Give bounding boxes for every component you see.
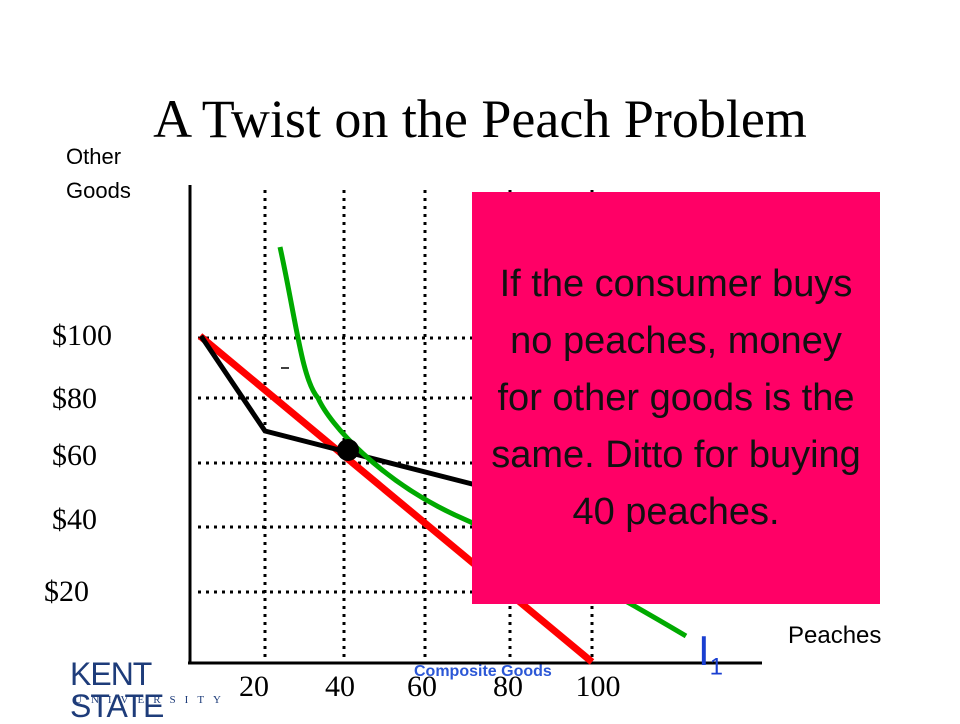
tangency-point [337,439,359,461]
x-tick-60: 60 [407,670,437,703]
x-axis-label: Peaches [788,622,882,649]
y-tick-100: $100 [52,319,112,352]
logo-wordmark: KENT STATE [70,656,164,724]
footer-text: Composite Goods [414,663,552,680]
y-axis-label: Other Goods [66,140,176,208]
budget-line [197,333,595,665]
y-tick-60: $60 [52,439,97,472]
slide-title: A Twist on the Peach Problem [153,89,807,149]
x-tick-40: 40 [325,670,355,703]
x-tick-100: 100 [575,670,621,703]
callout-box: If the consumer buys no peaches, money f… [472,192,880,604]
x-tick-20: 20 [239,670,269,703]
logo-subtext: UNIVERSITY [74,694,230,706]
kinked-budget-line [198,334,481,489]
y-axis-label-line-1: Other [66,144,122,169]
curve-label-main: I [698,627,710,674]
curve-label-subscript: 1 [709,653,724,681]
y-tick-40: $40 [52,503,97,536]
indifference-curve-label: I1 [698,630,723,679]
y-axis-label-line-2: Goods [66,178,131,203]
y-tick-80: $80 [52,382,97,415]
y-tick-20: $20 [44,575,89,608]
x-tick-80: 80 [493,670,523,703]
university-logo: KENT STATE UNIVERSITY [70,658,240,722]
callout-text: If the consumer buys no peaches, money f… [491,262,861,533]
